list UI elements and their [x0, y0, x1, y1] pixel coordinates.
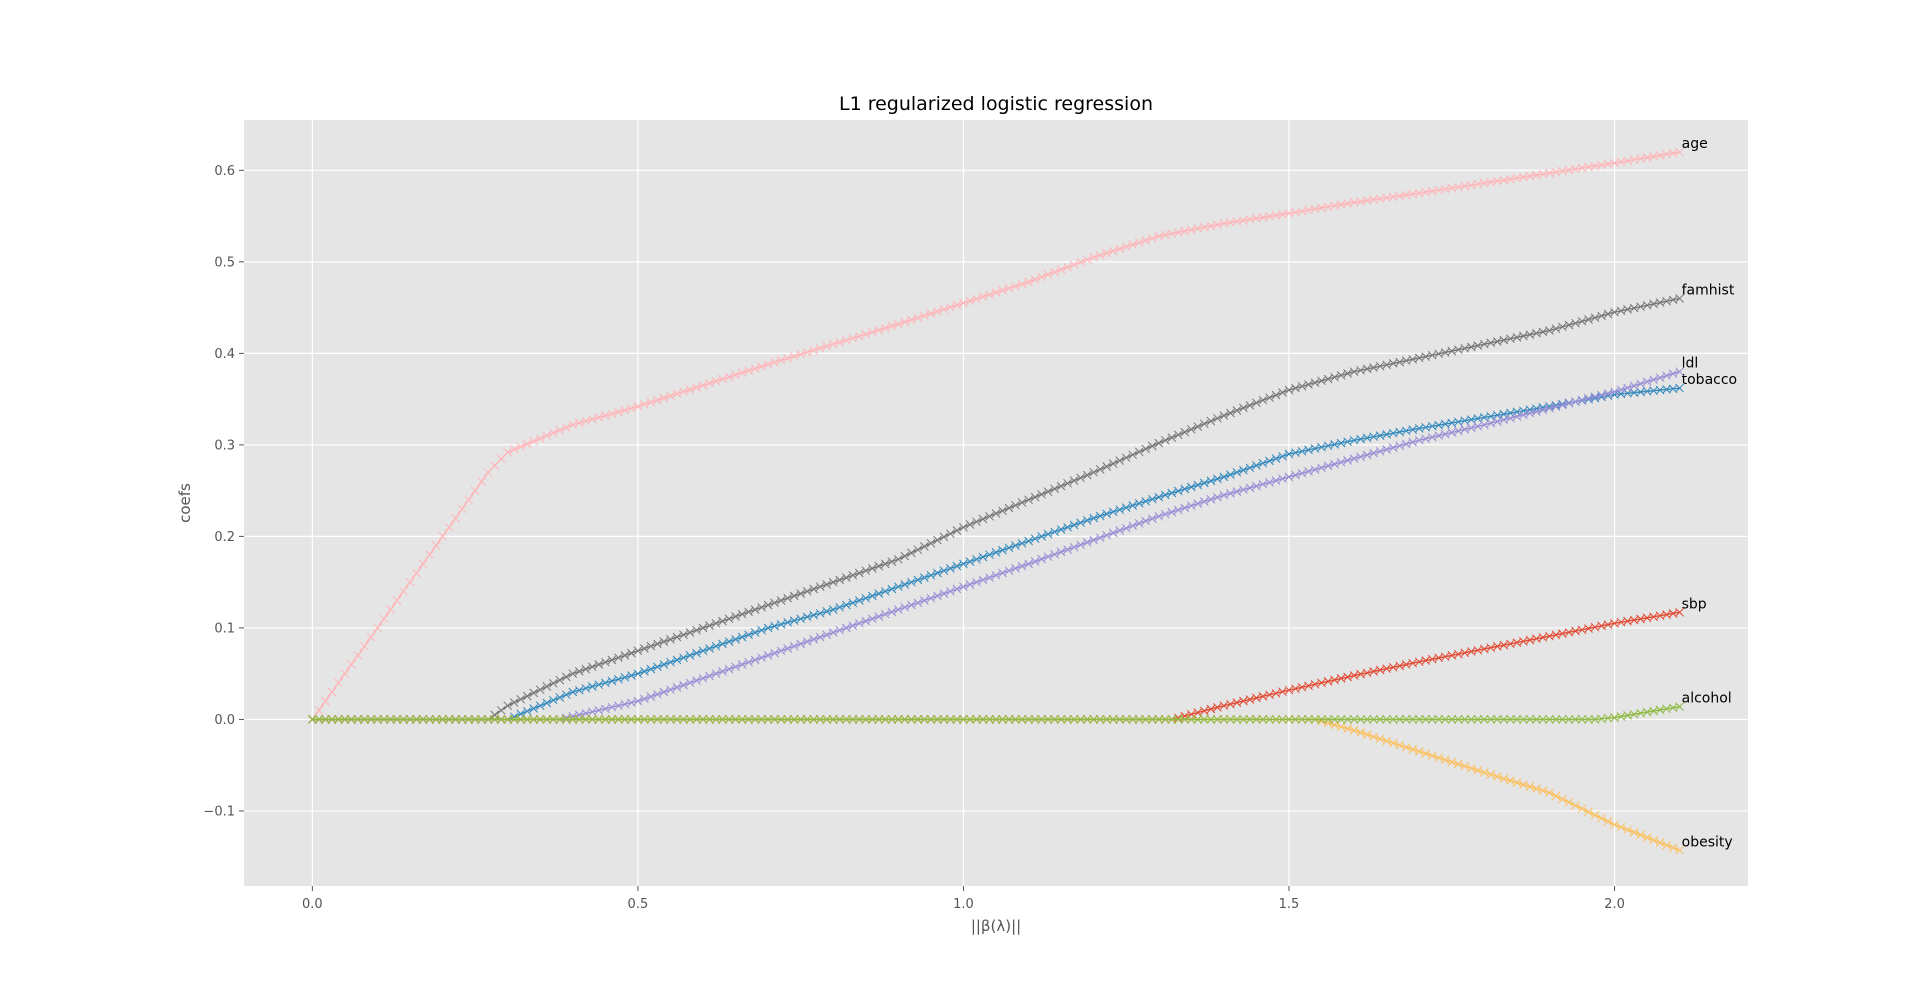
y-axis: −0.1 0.0 0.1 0.2 0.3 0.4 0.5 0.6 — [203, 164, 244, 819]
series-age: age — [308, 136, 1708, 724]
series-label-obesity: obesity — [1682, 834, 1733, 850]
y-tick-label: −0.1 — [203, 804, 235, 819]
series-markers-alcohol — [308, 702, 1684, 724]
series-label-age: age — [1682, 136, 1708, 152]
x-axis-label: ||β(λ)|| — [971, 917, 1021, 935]
x-tick-label: 1.5 — [1279, 897, 1300, 912]
x-axis: 0.0 0.5 1.0 1.5 2.0 — [302, 886, 1625, 912]
y-tick-label: 0.1 — [214, 621, 235, 636]
series-label-alcohol: alcohol — [1682, 691, 1732, 707]
x-tick-label: 1.0 — [953, 897, 974, 912]
chart-title: L1 regularized logistic regression — [839, 93, 1153, 115]
x-tick-label: 0.0 — [302, 897, 323, 912]
plot-area — [244, 120, 1748, 886]
x-tick-label: 0.5 — [628, 897, 649, 912]
series-alcohol: alcohol — [308, 691, 1732, 724]
x-tick-label: 2.0 — [1604, 897, 1625, 912]
y-tick-label: 0.5 — [214, 255, 235, 270]
y-tick-label: 0.3 — [214, 438, 235, 453]
y-tick-label: 0.6 — [214, 164, 235, 179]
series-label-ldl: ldl — [1682, 356, 1699, 372]
series-label-tobacco: tobacco — [1682, 372, 1737, 388]
y-tick-label: 0.0 — [214, 713, 235, 728]
y-axis-label: coefs — [176, 483, 194, 523]
y-tick-label: 0.4 — [214, 347, 235, 362]
y-tick-label: 0.2 — [214, 530, 235, 545]
series-label-sbp: sbp — [1682, 596, 1707, 612]
series-label-famhist: famhist — [1682, 282, 1735, 298]
